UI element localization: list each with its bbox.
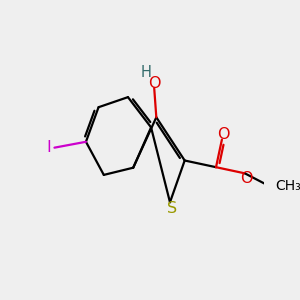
Text: O: O <box>148 76 161 91</box>
Text: O: O <box>217 127 230 142</box>
Text: S: S <box>167 201 177 216</box>
Text: I: I <box>46 140 51 155</box>
Text: CH₃: CH₃ <box>275 179 300 194</box>
Text: H: H <box>141 65 152 80</box>
Text: O: O <box>240 171 252 186</box>
